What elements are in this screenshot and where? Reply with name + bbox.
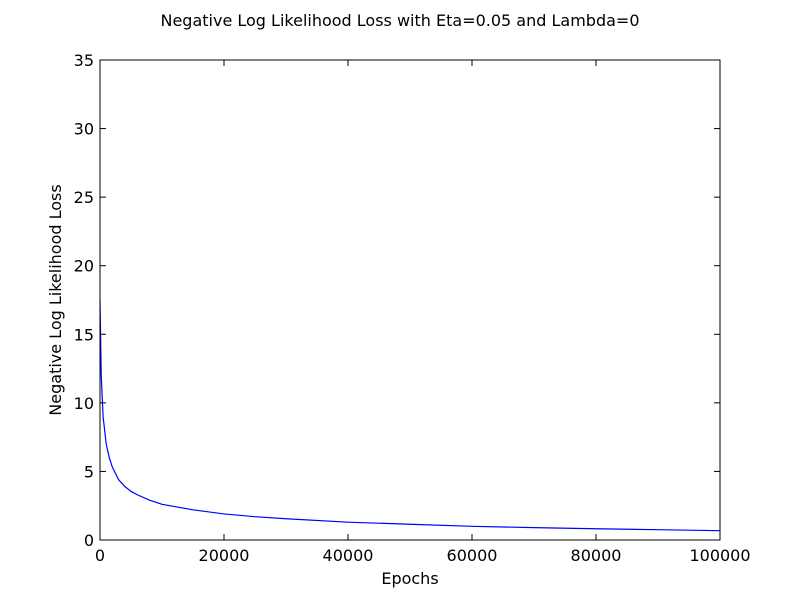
x-tick-label: 0 [95, 546, 105, 565]
x-tick-label: 40000 [323, 546, 374, 565]
y-tick-label: 20 [74, 257, 94, 276]
y-tick-label: 35 [74, 51, 94, 70]
x-tick-label: 80000 [571, 546, 622, 565]
x-tick-label: 20000 [199, 546, 250, 565]
y-tick-label: 25 [74, 188, 94, 207]
y-tick-label: 5 [84, 462, 94, 481]
loss-series-line [100, 299, 720, 532]
y-axis-label: Negative Log Likelihood Loss [46, 184, 65, 415]
axes-frame [99, 59, 721, 541]
chart-title: Negative Log Likelihood Loss with Eta=0.… [160, 11, 639, 30]
y-tick-label: 0 [84, 531, 94, 550]
x-tick-label: 60000 [447, 546, 498, 565]
x-axis-label: Epochs [381, 569, 438, 588]
y-tick-label: 15 [74, 325, 94, 344]
x-tick-label: 100000 [689, 546, 750, 565]
plot-area: 0 20000 40000 60000 80000 100000 0 5 10 15 20 25 30 3… [74, 51, 751, 565]
y-tick-label: 30 [74, 120, 94, 139]
y-tick-label: 10 [74, 394, 94, 413]
